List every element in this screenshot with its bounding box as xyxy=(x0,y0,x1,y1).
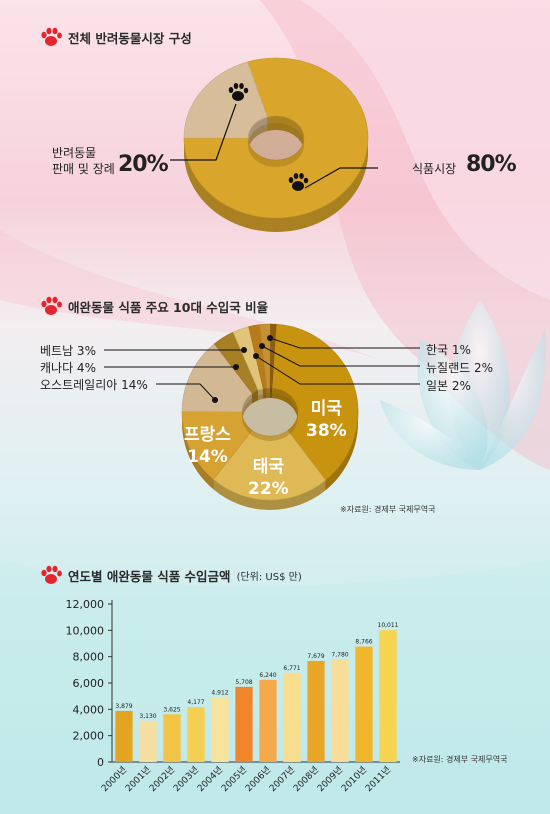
section3-unit: (단위: US$ 만) xyxy=(236,571,302,583)
bar-2010년 xyxy=(355,646,373,762)
donut-hole-shadow xyxy=(242,393,298,441)
label-usa-name: 미국 xyxy=(310,399,342,419)
x-tick-label: 2001년 xyxy=(123,764,153,794)
source-note-import: ※자료원: 경제부 국제무역국 xyxy=(340,505,436,514)
x-tick-label: 2007년 xyxy=(267,764,297,794)
dot-canada xyxy=(233,364,239,370)
section2-title-text: 애완동물 식품 주요 10대 수입국 비율 xyxy=(68,299,269,315)
paw-icon xyxy=(41,565,62,584)
donut-chart-import xyxy=(104,323,420,511)
x-tick-label: 2003년 xyxy=(171,764,201,794)
y-tick-label: 10,000 xyxy=(66,624,105,637)
source-note-yearly: ※자료원: 경제부 국제무역국 xyxy=(412,755,508,764)
bar-value-label: 8,766 xyxy=(355,639,372,646)
section3-title-text: 연도별 애완동물 식품 수입금액 xyxy=(68,568,231,584)
label-france-pct: 14% xyxy=(187,447,228,467)
slice-태국 xyxy=(213,429,327,501)
bar-value-label: 3,879 xyxy=(115,703,132,710)
paw-icon xyxy=(41,27,62,46)
bar-2011년 xyxy=(379,630,397,762)
x-tick-label: 2006년 xyxy=(243,764,273,794)
bar-2008년 xyxy=(307,660,325,762)
bar-value-label: 7,679 xyxy=(307,653,324,660)
bar-2005년 xyxy=(235,686,253,762)
dot-newzealand xyxy=(259,343,265,349)
leader-australia xyxy=(156,383,216,401)
leader-japan xyxy=(255,355,420,385)
bar-value-label: 4,912 xyxy=(211,689,228,696)
leader-line-food xyxy=(304,167,378,189)
label-vietnam: 베트남 3% xyxy=(40,344,96,358)
x-tick-label: 2005년 xyxy=(219,764,249,794)
y-tick-label: 4,000 xyxy=(73,703,105,716)
bar-2007년 xyxy=(283,672,301,762)
x-tick-label: 2009년 xyxy=(315,764,345,794)
bar-value-label: 3,625 xyxy=(163,706,180,713)
label-japan: 일본 2% xyxy=(426,379,471,393)
label-usa-pct: 38% xyxy=(306,421,347,441)
y-tick-label: 12,000 xyxy=(66,598,105,611)
label-usa: 미국 38% xyxy=(306,398,347,442)
dot-australia xyxy=(212,397,218,403)
label-pet-sales-pct: 20% xyxy=(118,152,169,177)
dot-vietnam xyxy=(241,347,247,353)
label-thailand: 태국 22% xyxy=(248,456,289,500)
section3-title: 연도별 애완동물 식품 수입금액 (단위: US$ 만) xyxy=(40,565,302,585)
bar-value-label: 7,780 xyxy=(331,652,348,659)
y-tick-label: 6,000 xyxy=(73,677,105,690)
donut-hole-shadow xyxy=(248,123,304,167)
leader-line-pet xyxy=(170,103,237,161)
label-pet-sales-line1: 반려동물 xyxy=(52,146,97,160)
label-food-market: 식품시장 xyxy=(412,162,457,176)
label-canada: 캐나다 4% xyxy=(40,361,96,375)
x-tick-label: 2008년 xyxy=(291,764,321,794)
dot-korea xyxy=(267,335,273,341)
bar-2002년 xyxy=(163,714,181,762)
bar-2001년 xyxy=(139,720,157,762)
bar-value-label: 5,708 xyxy=(235,679,252,686)
section2-title: 애완동물 식품 주요 10대 수입국 비율 xyxy=(40,296,268,316)
x-tick-label: 2004년 xyxy=(195,764,225,794)
leader-korea xyxy=(269,337,420,349)
bar-value-label: 10,011 xyxy=(378,622,399,629)
bar-2000년 xyxy=(115,710,133,762)
paw-icon xyxy=(41,296,62,315)
label-france-name: 프랑스 xyxy=(184,425,231,445)
label-thailand-pct: 22% xyxy=(248,479,289,499)
leader-newzealand xyxy=(261,345,420,367)
label-korea: 한국 1% xyxy=(426,343,471,357)
slice-반려동물 판매 및 장례 xyxy=(183,61,268,139)
paw-icon-slice-food xyxy=(288,173,309,191)
slice-미국 xyxy=(271,323,359,481)
section1-title-text: 전체 반려동물시장 구성 xyxy=(68,30,192,46)
x-tick-label: 2002년 xyxy=(147,764,177,794)
bar-value-label: 6,771 xyxy=(283,665,300,672)
label-pet-sales-line2: 판매 및 장례 xyxy=(52,162,115,176)
bar-value-label: 6,240 xyxy=(259,672,276,679)
y-tick-label: 8,000 xyxy=(73,651,105,664)
donut-chart-market xyxy=(170,57,378,232)
bar-2006년 xyxy=(259,679,277,762)
label-thailand-name: 태국 xyxy=(252,457,284,477)
bar-2009년 xyxy=(331,659,349,762)
section1-title: 전체 반려동물시장 구성 xyxy=(40,27,192,47)
x-tick-label: 2010년 xyxy=(339,764,369,794)
x-tick-label: 2011년 xyxy=(363,764,393,794)
label-pet-sales: 반려동물 판매 및 장례 xyxy=(52,145,115,177)
label-australia: 오스트레일리아 14% xyxy=(40,378,148,392)
y-tick-label: 2,000 xyxy=(73,730,105,743)
paw-icon-slice-pet xyxy=(228,83,249,101)
label-food-market-pct: 80% xyxy=(466,152,517,177)
bar-value-label: 3,130 xyxy=(139,713,156,720)
bar-2003년 xyxy=(187,707,205,762)
bar-value-label: 4,177 xyxy=(187,699,204,706)
leader-dots xyxy=(212,335,273,403)
label-france: 프랑스 14% xyxy=(184,424,231,468)
dot-japan xyxy=(253,353,259,359)
bar-2004년 xyxy=(211,697,229,762)
leader-lines-import xyxy=(104,337,420,401)
y-tick-label: 0 xyxy=(97,756,104,769)
label-newzealand: 뉴질랜드 2% xyxy=(426,361,494,375)
